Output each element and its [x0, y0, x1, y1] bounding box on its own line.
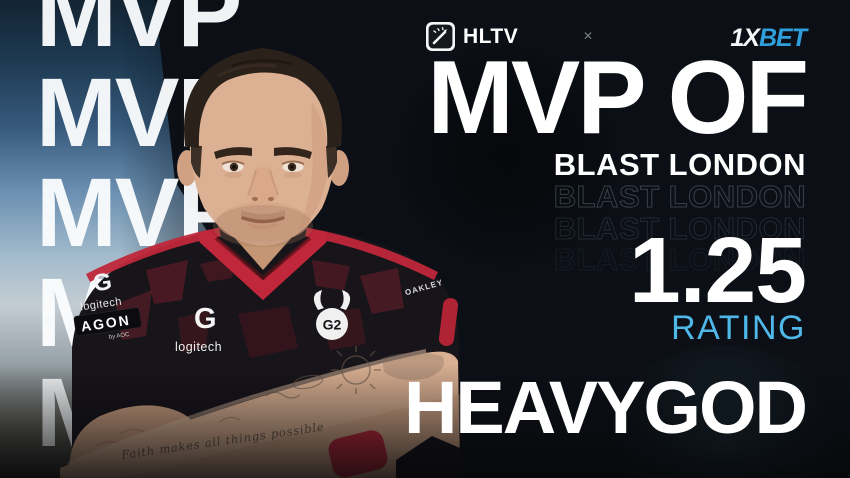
logitech-wordmark-chest: logitech	[175, 340, 222, 354]
event-name-echo: BLAST LONDON	[553, 179, 806, 215]
player-name: HEAVYGOD	[403, 366, 808, 449]
g2-crest-label: G2	[323, 317, 342, 333]
logitech-g-icon: G	[91, 268, 113, 297]
title-mvp-of: MVP OF	[427, 40, 809, 156]
rating-label: RATING	[671, 309, 806, 347]
event-name: BLAST LONDON	[553, 147, 806, 182]
logitech-g-icon-chest: G	[194, 303, 217, 335]
player-head	[177, 48, 349, 247]
rating-value: 1.25	[628, 218, 807, 322]
